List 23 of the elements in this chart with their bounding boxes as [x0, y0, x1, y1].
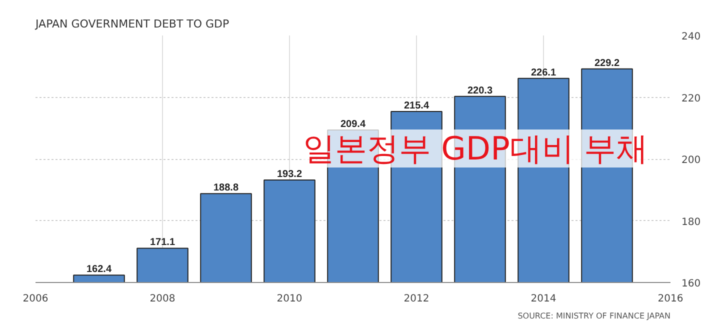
- data-label: 215.4: [404, 100, 430, 112]
- source-note: SOURCE: MINISTRY OF FINANCE JAPAN: [518, 312, 671, 320]
- x-tick-label: 2006: [22, 294, 48, 304]
- x-tick-label: 2014: [530, 294, 556, 304]
- data-label: 220.3: [467, 85, 493, 96]
- data-label: 162.4: [86, 264, 112, 276]
- data-label: 193.2: [276, 168, 302, 180]
- data-label: 188.8: [213, 182, 239, 194]
- data-label: 226.1: [530, 67, 556, 78]
- chart-title: JAPAN GOVERNMENT DEBT TO GDP: [34, 18, 230, 30]
- y-tick-label: 220: [682, 93, 701, 104]
- x-tick-label: 2016: [658, 294, 684, 304]
- y-tick-label: 160: [682, 278, 701, 290]
- data-label: 229.2: [594, 58, 620, 69]
- annotation: 일본정부 GDP대비 부채: [302, 130, 648, 168]
- x-tick-label: 2010: [276, 294, 302, 304]
- data-label: 171.1: [150, 237, 176, 248]
- y-tick-label: 200: [682, 155, 701, 166]
- y-tick-label: 240: [682, 32, 701, 42]
- x-tick-label: 2008: [150, 294, 176, 304]
- x-tick-label: 2012: [404, 294, 430, 304]
- data-label: 209.4: [340, 118, 366, 130]
- y-tick-label: 180: [682, 216, 701, 228]
